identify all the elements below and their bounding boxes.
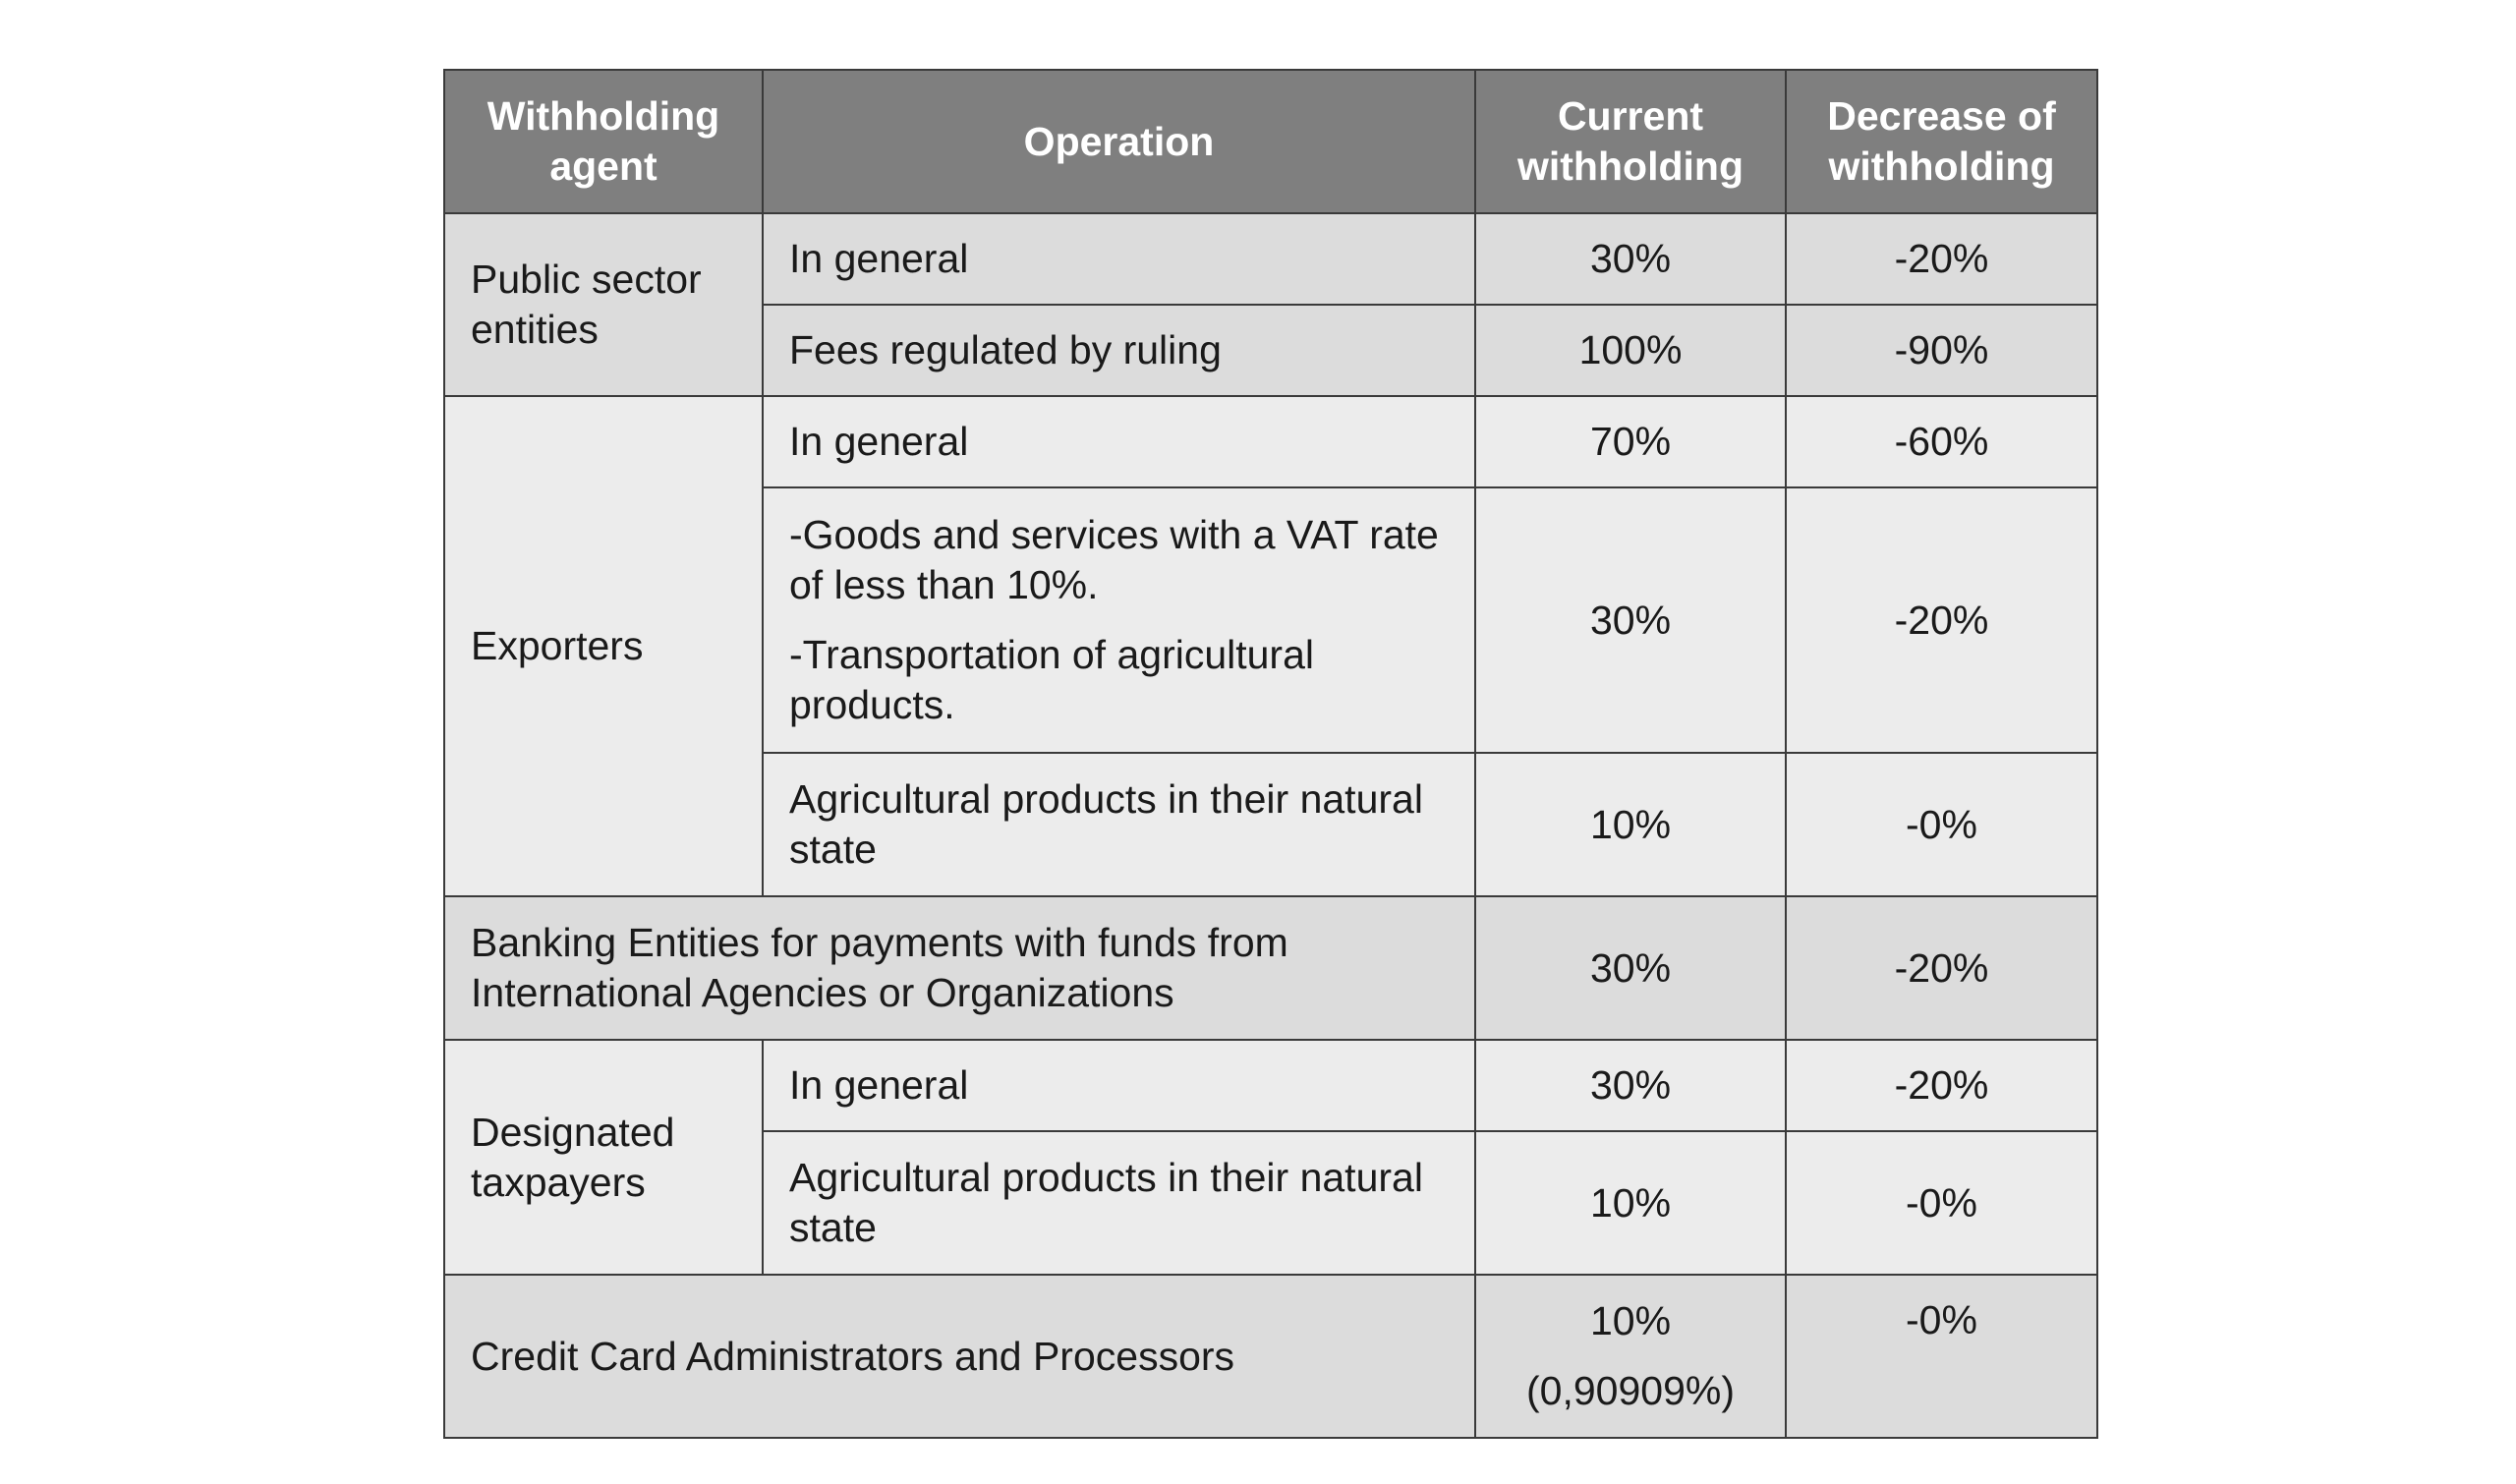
table-row: Banking Entities for payments with funds… — [443, 895, 2098, 1041]
decrease-withholding-cell: -60% — [1785, 395, 2098, 488]
current-withholding-cell: 30% — [1474, 1039, 1787, 1132]
agent-banking-entities: Banking Entities for payments with funds… — [443, 895, 1476, 1041]
table-row: Public sector entities In general 30% -2… — [443, 212, 2098, 397]
table-row: Exporters In general 70% -60% — [443, 395, 2098, 897]
header-current-withholding: Current withholding — [1474, 69, 1787, 214]
decrease-withholding-cell: -0% — [1785, 1274, 2098, 1439]
header-decrease-of-withholding: Decrease of withholding — [1785, 69, 2098, 214]
agent-designated-taxpayers: Designated taxpayers — [443, 1039, 764, 1276]
decrease-withholding-cell: -20% — [1785, 212, 2098, 306]
agent-public-sector: Public sector entities — [443, 212, 764, 397]
table-row: Credit Card Administrators and Processor… — [443, 1274, 2098, 1439]
current-withholding-cell: 100% — [1474, 304, 1787, 397]
header-operation: Operation — [762, 69, 1476, 214]
operation-cell: Agricultural products in their natural s… — [762, 1130, 1476, 1276]
current-withholding-cell: 10% — [1474, 1130, 1787, 1276]
operation-line: -Transportation of agricultural products… — [789, 632, 1315, 727]
header-withholding-agent: Withholding agent — [443, 69, 764, 214]
current-withholding-cell: 10% (0,90909%) — [1474, 1274, 1787, 1439]
current-withholding-note: (0,90909%) — [1526, 1368, 1735, 1413]
withholding-table: Withholding agent Operation Current with… — [443, 69, 2098, 1439]
operation-cell: -Goods and services with a VAT rate of l… — [762, 486, 1476, 754]
table-row: Designated taxpayers In general 30% -20% — [443, 1039, 2098, 1276]
operation-cell: In general — [762, 395, 1476, 488]
operation-cell: In general — [762, 1039, 1476, 1132]
operation-line: -Goods and services with a VAT rate of l… — [789, 512, 1439, 607]
current-withholding-value: 10% — [1589, 1298, 1672, 1343]
decrease-withholding-cell: -20% — [1785, 486, 2098, 754]
header-row: Withholding agent Operation Current with… — [443, 69, 2098, 214]
decrease-withholding-cell: -20% — [1785, 895, 2098, 1041]
operation-cell: Agricultural products in their natural s… — [762, 752, 1476, 897]
decrease-withholding-cell: -0% — [1785, 752, 2098, 897]
table-row: -Goods and services with a VAT rate of l… — [444, 486, 2098, 754]
decrease-withholding-cell: -90% — [1785, 304, 2098, 397]
current-withholding-cell: 30% — [1474, 895, 1787, 1041]
current-withholding-cell: 30% — [1474, 486, 1787, 754]
table-row: Agricultural products in their natural s… — [444, 1130, 2098, 1276]
decrease-withholding-cell: -0% — [1785, 1130, 2098, 1276]
operation-cell: Fees regulated by ruling — [762, 304, 1476, 397]
decrease-withholding-cell: -20% — [1785, 1039, 2098, 1132]
agent-exporters: Exporters — [443, 395, 764, 897]
table-row: Fees regulated by ruling 100% -90% — [444, 304, 2098, 397]
table-row: Agricultural products in their natural s… — [444, 752, 2098, 897]
operation-cell: In general — [762, 212, 1476, 306]
agent-credit-card-administrators: Credit Card Administrators and Processor… — [443, 1274, 1476, 1439]
current-withholding-cell: 70% — [1474, 395, 1787, 488]
table-header: Withholding agent Operation Current with… — [443, 69, 2098, 214]
current-withholding-cell: 30% — [1474, 212, 1787, 306]
current-withholding-cell: 10% — [1474, 752, 1787, 897]
table-body: Public sector entities In general 30% -2… — [443, 212, 2098, 1439]
